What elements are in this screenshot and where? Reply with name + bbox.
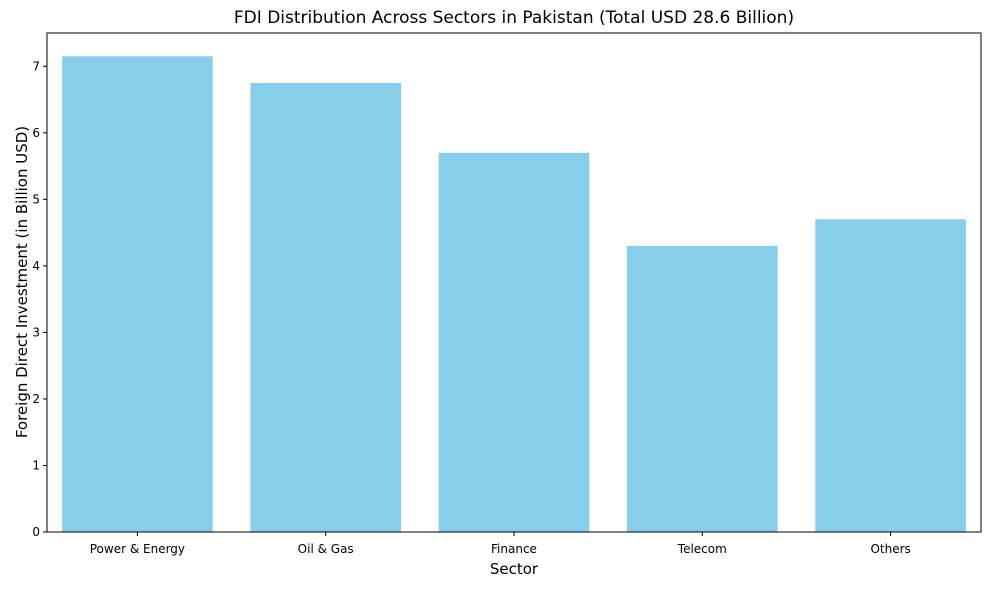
- x-tick-label: Power & Energy: [90, 542, 185, 556]
- x-axis-label: Sector: [489, 560, 539, 578]
- y-axis-label: Foreign Direct Investment (in Billion US…: [13, 125, 31, 439]
- y-tick-label: 6: [32, 126, 40, 140]
- y-tick-label: 3: [32, 325, 40, 339]
- bar: [250, 82, 402, 533]
- bar: [438, 152, 590, 532]
- y-tick-label: 1: [32, 458, 40, 472]
- x-tick-label: Others: [870, 542, 910, 556]
- y-tick-label: 7: [32, 59, 40, 73]
- y-tick-label: 5: [32, 192, 40, 206]
- x-tick-label: Telecom: [677, 542, 727, 556]
- x-tick-label: Oil & Gas: [298, 542, 354, 556]
- bar: [62, 56, 213, 532]
- chart-title: FDI Distribution Across Sectors in Pakis…: [233, 8, 795, 28]
- y-tick-label: 4: [32, 259, 40, 273]
- bar: [626, 245, 778, 532]
- x-tick-label: Finance: [491, 542, 537, 556]
- y-tick-label: 2: [32, 392, 40, 406]
- bar: [815, 219, 966, 532]
- y-tick-label: 0: [32, 525, 40, 539]
